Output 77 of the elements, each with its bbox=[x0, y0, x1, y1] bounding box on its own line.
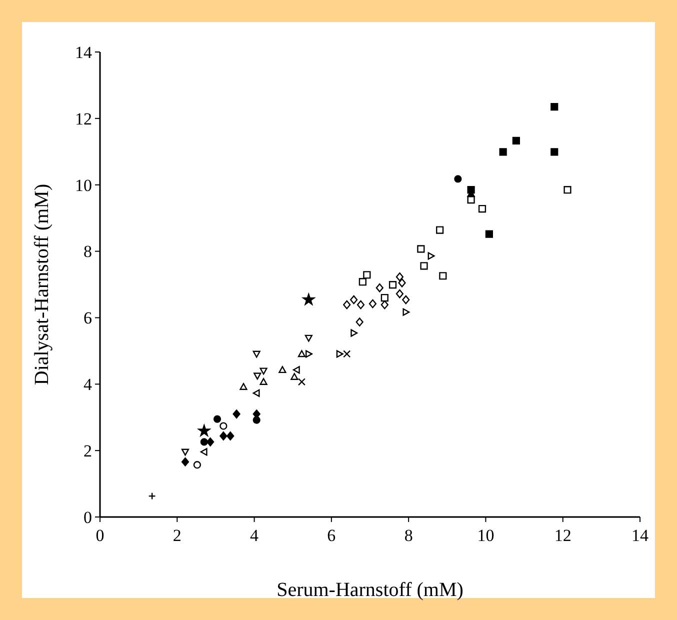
point bbox=[298, 378, 306, 386]
point bbox=[478, 204, 486, 213]
x-tick-label: 0 bbox=[96, 526, 104, 545]
y-tick-label: 0 bbox=[84, 508, 92, 527]
point bbox=[402, 308, 410, 316]
x-tick-label: 14 bbox=[632, 526, 649, 545]
y-tick-label: 4 bbox=[84, 375, 92, 394]
point bbox=[181, 457, 190, 466]
point bbox=[350, 295, 358, 304]
point bbox=[363, 271, 371, 279]
point bbox=[436, 226, 444, 234]
point bbox=[254, 372, 262, 380]
point bbox=[350, 329, 358, 337]
point bbox=[260, 378, 268, 385]
point bbox=[260, 368, 268, 375]
point bbox=[198, 424, 210, 436]
y-tick-label: 12 bbox=[75, 109, 92, 128]
point bbox=[417, 245, 425, 253]
point bbox=[252, 350, 260, 358]
point bbox=[306, 350, 312, 358]
point bbox=[304, 334, 312, 342]
point bbox=[428, 252, 435, 260]
x-tick-label: 12 bbox=[554, 526, 572, 545]
point bbox=[148, 492, 156, 500]
x-tick-label: 4 bbox=[250, 526, 260, 545]
point bbox=[564, 186, 572, 194]
point bbox=[292, 366, 300, 374]
point bbox=[220, 432, 228, 440]
point bbox=[402, 295, 410, 304]
point bbox=[220, 422, 228, 430]
y-tick-label: 8 bbox=[84, 242, 92, 262]
point bbox=[252, 416, 260, 424]
point bbox=[336, 350, 344, 358]
point bbox=[252, 389, 260, 397]
point bbox=[550, 103, 558, 111]
point bbox=[512, 136, 520, 144]
point bbox=[485, 230, 493, 238]
x-tick-label: 2 bbox=[172, 526, 182, 545]
x-axis-title: Serum-Harnstoff (mM) bbox=[276, 579, 464, 601]
point bbox=[240, 383, 248, 390]
point bbox=[181, 448, 190, 456]
point bbox=[356, 318, 364, 326]
y-tick-label: 10 bbox=[75, 176, 92, 195]
point bbox=[213, 415, 222, 423]
point bbox=[278, 366, 286, 374]
point bbox=[420, 262, 428, 270]
point bbox=[226, 432, 234, 440]
x-tick-label: 8 bbox=[404, 526, 413, 545]
x-tick-label: 10 bbox=[477, 526, 494, 545]
point bbox=[499, 148, 507, 156]
point bbox=[200, 448, 208, 456]
point bbox=[376, 283, 384, 292]
point bbox=[290, 373, 298, 380]
point bbox=[232, 410, 240, 418]
point bbox=[454, 175, 462, 183]
point bbox=[302, 294, 315, 305]
point bbox=[388, 281, 397, 289]
point bbox=[298, 350, 306, 358]
point bbox=[193, 461, 201, 469]
y-tick-label: 2 bbox=[84, 442, 92, 461]
point bbox=[439, 272, 447, 280]
point bbox=[356, 300, 365, 310]
point bbox=[343, 350, 351, 358]
y-tick-label: 14 bbox=[75, 42, 92, 62]
point bbox=[368, 299, 376, 308]
y-axis-title: Dialysat-Harnstoff (mM) bbox=[31, 184, 53, 386]
point bbox=[396, 289, 404, 298]
point bbox=[206, 437, 214, 446]
point bbox=[396, 272, 404, 282]
point bbox=[343, 300, 351, 310]
y-tick-label: 6 bbox=[84, 308, 92, 328]
x-tick-label: 6 bbox=[327, 526, 336, 545]
point bbox=[380, 294, 388, 302]
point bbox=[358, 278, 366, 286]
point bbox=[200, 438, 208, 446]
point bbox=[550, 148, 558, 156]
point bbox=[398, 278, 406, 288]
